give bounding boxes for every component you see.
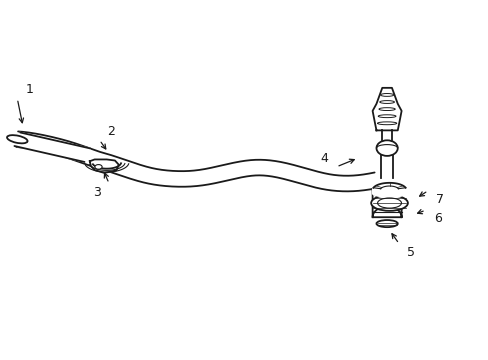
Polygon shape [373, 183, 405, 189]
Ellipse shape [7, 135, 27, 143]
Ellipse shape [379, 100, 394, 103]
Polygon shape [17, 131, 380, 192]
Ellipse shape [95, 165, 102, 169]
Text: 4: 4 [320, 152, 327, 165]
Polygon shape [372, 189, 401, 217]
Ellipse shape [380, 94, 393, 96]
Polygon shape [372, 183, 406, 197]
Polygon shape [382, 130, 391, 140]
Ellipse shape [376, 140, 397, 156]
Text: 6: 6 [433, 212, 441, 225]
Ellipse shape [377, 198, 401, 208]
Text: 3: 3 [93, 186, 101, 199]
Polygon shape [14, 132, 90, 162]
Polygon shape [372, 88, 401, 130]
Ellipse shape [378, 108, 394, 111]
Polygon shape [90, 159, 119, 173]
Ellipse shape [370, 195, 407, 211]
Text: 2: 2 [107, 125, 115, 138]
Ellipse shape [377, 122, 396, 125]
Text: 7: 7 [435, 193, 444, 206]
Polygon shape [381, 155, 392, 178]
Text: 5: 5 [407, 246, 414, 259]
Text: 1: 1 [25, 83, 33, 96]
Ellipse shape [377, 115, 395, 118]
Ellipse shape [376, 220, 397, 227]
